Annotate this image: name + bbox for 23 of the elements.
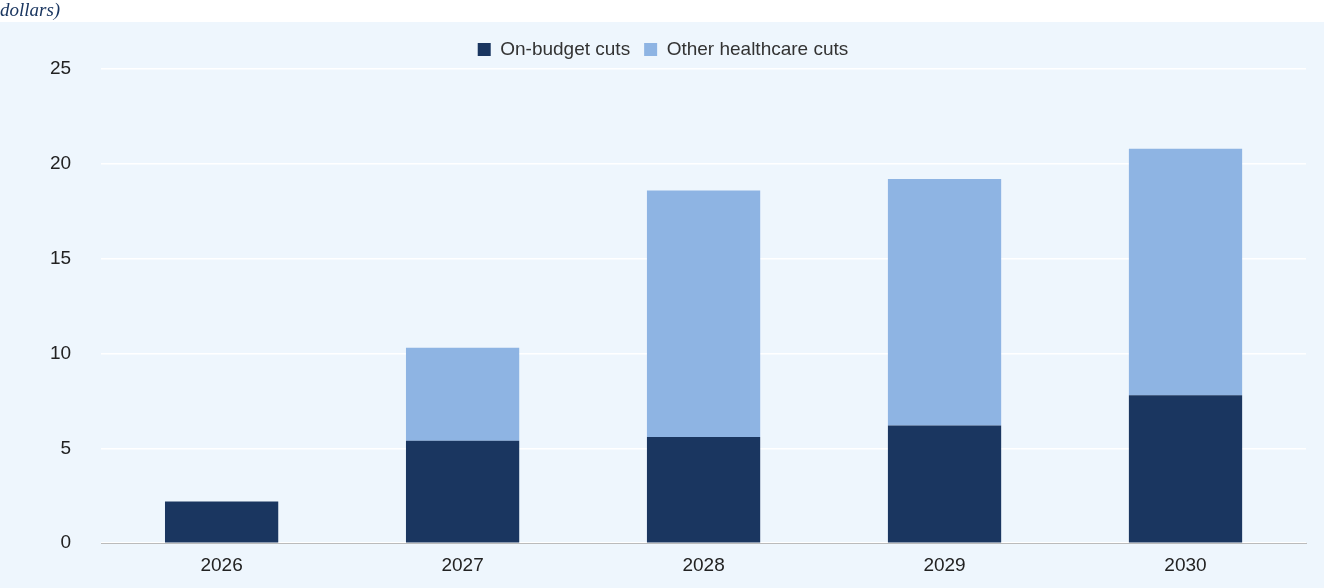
y-tick-label: 15: [49, 246, 72, 268]
bar: [405, 440, 520, 543]
bar: [887, 425, 1002, 543]
x-tick-label: 2026: [200, 553, 243, 575]
bar: [1128, 395, 1243, 543]
x-tick-label: 2027: [441, 553, 484, 575]
y-tick-label: 25: [49, 57, 72, 79]
x-tick-label: 2029: [923, 553, 966, 575]
y-tick-label: 0: [60, 531, 72, 553]
x-tick-label: 2028: [682, 553, 725, 575]
bar: [1128, 148, 1243, 396]
y-tick-label: 10: [49, 341, 72, 363]
bar: [887, 179, 1002, 426]
bar: [405, 347, 520, 441]
bar: [646, 436, 761, 543]
y-tick-label: 20: [49, 152, 72, 174]
bar: [164, 501, 279, 543]
x-tick-label: 2030: [1164, 553, 1207, 575]
bar: [646, 190, 761, 437]
y-tick-label: 5: [60, 436, 72, 458]
legend-label: Other healthcare cuts: [666, 37, 849, 59]
legend-label: On-budget cuts: [500, 37, 631, 59]
chart-title: dollars): [0, 0, 61, 20]
